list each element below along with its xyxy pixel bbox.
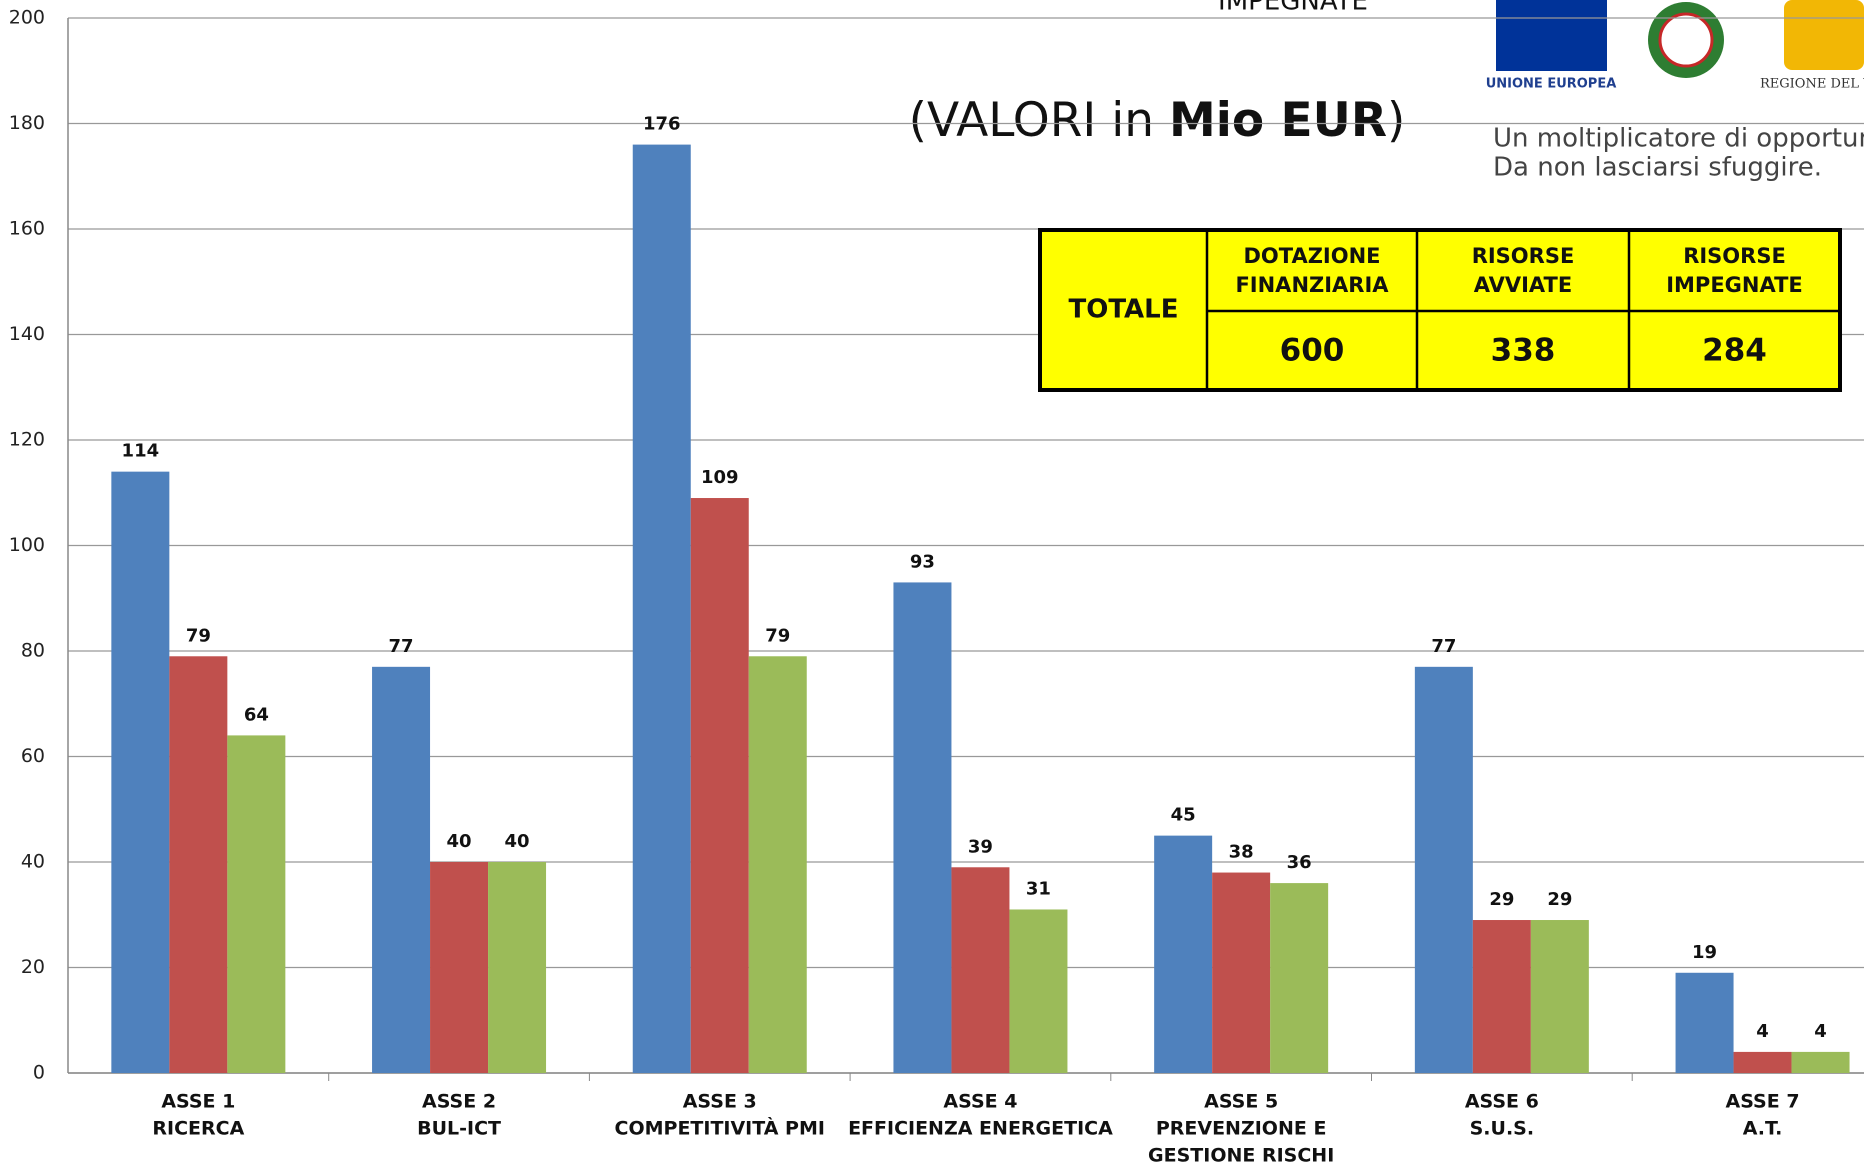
legend-fragment: IMPEGNATE — [1218, 0, 1368, 17]
table-value: 284 — [1702, 333, 1767, 369]
table-header: RISORSE — [1472, 244, 1575, 268]
x-tick-label: S.U.S. — [1470, 1118, 1534, 1140]
data-label: 19 — [1692, 942, 1717, 963]
table-header: DOTAZIONE — [1243, 244, 1380, 268]
x-tick-label: ASSE 4 — [943, 1091, 1017, 1113]
data-label: 39 — [968, 836, 993, 857]
data-label: 79 — [765, 625, 790, 646]
x-tick-label: ASSE 5 — [1204, 1091, 1278, 1113]
data-label: 40 — [447, 831, 472, 852]
slogan: Un moltiplicatore di opportunit — [1493, 124, 1864, 154]
y-tick-label: 60 — [21, 745, 45, 767]
data-label: 79 — [186, 625, 211, 646]
title-bold: Mio EUR — [1169, 93, 1387, 148]
table-header: RISORSE — [1683, 244, 1786, 268]
table-header: AVVIATE — [1474, 273, 1572, 297]
x-tick-label: ASSE 3 — [683, 1091, 757, 1113]
y-tick-label: 40 — [21, 851, 45, 873]
data-label: 64 — [244, 704, 269, 725]
x-tick-label: A.T. — [1743, 1118, 1783, 1140]
bar — [1270, 883, 1329, 1073]
data-label: 114 — [122, 441, 160, 462]
data-label: 45 — [1171, 805, 1196, 826]
data-label: 29 — [1489, 889, 1514, 910]
data-label: 77 — [389, 636, 414, 657]
data-label: 176 — [643, 114, 681, 135]
bar — [632, 144, 691, 1074]
x-tick-label: ASSE 7 — [1726, 1091, 1800, 1113]
bar — [227, 735, 286, 1073]
bar — [1009, 909, 1068, 1073]
bar — [1414, 666, 1473, 1073]
data-label: 4 — [1756, 1021, 1769, 1042]
x-tick-label: EFFICIENZA ENERGETICA — [848, 1118, 1113, 1140]
y-tick-label: 80 — [21, 640, 45, 662]
bar — [430, 862, 489, 1073]
eu-label: UNIONE EUROPEA — [1486, 77, 1617, 92]
bar — [690, 498, 749, 1073]
bar — [1530, 920, 1589, 1073]
bar — [1791, 1051, 1850, 1073]
y-tick-label: 200 — [9, 7, 45, 29]
x-tick-label: RICERCA — [152, 1118, 244, 1140]
data-label: 29 — [1547, 889, 1572, 910]
data-label: 77 — [1431, 636, 1456, 657]
data-label: 40 — [505, 831, 530, 852]
x-tick-label: COMPETITIVITÀ PMI — [615, 1117, 825, 1140]
title-part: (VALORI in — [909, 93, 1169, 148]
bar — [1212, 872, 1271, 1073]
totals-table: TOTALE DOTAZIONE FINANZIARIA 600 RISORSE AVVI… — [1038, 228, 1842, 392]
y-tick-label: 100 — [9, 534, 45, 556]
table-value: 600 — [1280, 333, 1345, 369]
bar — [951, 867, 1010, 1073]
chart-title: (VALORI in Mio EUR) — [909, 93, 1406, 148]
y-tick-label: 140 — [9, 323, 45, 345]
slogan: Da non lasciarsi sfuggire. — [1493, 153, 1822, 183]
y-tick-label: 20 — [21, 956, 45, 978]
y-tick-label: 180 — [9, 112, 45, 134]
data-label: 109 — [701, 467, 739, 488]
bar — [1675, 972, 1734, 1073]
bar — [1472, 920, 1531, 1073]
x-tick-label: ASSE 1 — [161, 1091, 235, 1113]
table-value: 338 — [1491, 333, 1556, 369]
region-logo — [1784, 0, 1864, 70]
bar — [169, 656, 228, 1073]
y-tick-label: 120 — [9, 429, 45, 451]
table-header: FINANZIARIA — [1235, 273, 1389, 297]
eu-flag — [1496, 0, 1607, 71]
bar — [1154, 835, 1213, 1073]
data-label: 4 — [1814, 1021, 1827, 1042]
y-tick-label: 160 — [9, 218, 45, 240]
x-tick-label: PREVENZIONE E — [1156, 1118, 1327, 1140]
data-label: 93 — [910, 551, 935, 572]
region-label: REGIONE DEL VENE — [1760, 77, 1864, 92]
bar — [893, 582, 952, 1073]
x-tick-label: ASSE 6 — [1465, 1091, 1539, 1113]
data-label: 36 — [1287, 852, 1312, 873]
title-part: ) — [1387, 93, 1405, 148]
bar — [488, 862, 547, 1073]
y-tick-label: 0 — [33, 1062, 45, 1084]
table-row-label: TOTALE — [1068, 295, 1178, 325]
x-tick-label: GESTIONE RISCHI — [1148, 1145, 1334, 1165]
x-tick-label: ASSE 2 — [422, 1091, 496, 1113]
bar — [111, 471, 170, 1073]
bar — [748, 656, 807, 1073]
table-header: IMPEGNATE — [1666, 273, 1803, 297]
italy-emblem-star — [1658, 12, 1714, 68]
data-label: 38 — [1229, 842, 1254, 863]
bar — [1733, 1051, 1792, 1073]
data-label: 31 — [1026, 878, 1051, 899]
bar — [372, 666, 431, 1073]
x-tick-label: BUL-ICT — [417, 1118, 501, 1140]
